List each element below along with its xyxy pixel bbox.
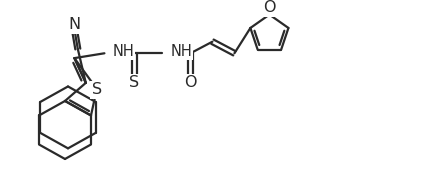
Text: O: O (263, 0, 276, 15)
Text: O: O (184, 75, 197, 90)
Text: N: N (69, 17, 81, 32)
Text: S: S (129, 75, 140, 90)
Text: S: S (92, 83, 102, 97)
Text: NH: NH (112, 44, 134, 59)
Text: NH: NH (170, 44, 192, 59)
